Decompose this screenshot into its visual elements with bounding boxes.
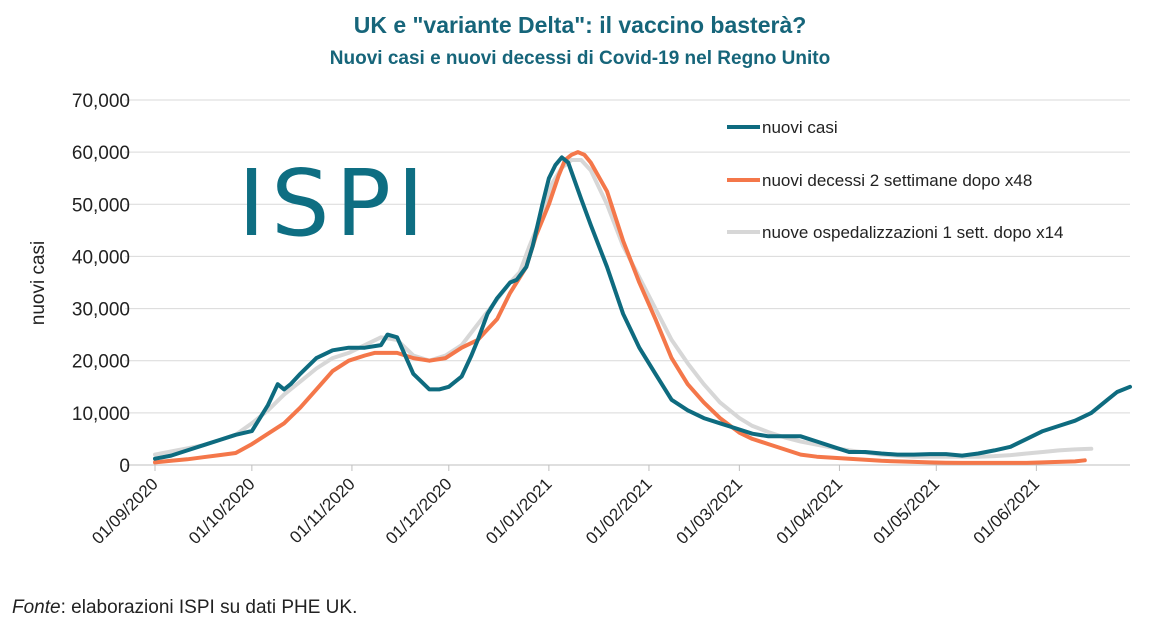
x-tick-label: 01/10/2020 [185,474,259,548]
x-tick-label: 01/06/2021 [970,474,1044,548]
chart-subtitle: Nuovi casi e nuovi decessi di Covid-19 n… [329,48,831,69]
series-line-1 [153,150,1087,465]
x-tick-label: 01/01/2021 [482,474,556,548]
y-tick-label: 40,000 [72,247,130,268]
x-tick-label: 01/02/2021 [582,474,656,548]
y-tick-label: 50,000 [72,195,130,216]
legend: nuovi casi nuovi decessi 2 settimane dopo… [727,118,1063,242]
x-tick-label: 01/11/2020 [286,474,359,547]
x-tick-label: 01/05/2021 [870,474,944,548]
x-axis-ticks: 01/09/2020 01/10/2020 01/11/2020 01/12/2020… [88,465,1043,548]
legend-label: nuove ospedalizzazioni 1 sett. dopo x14 [762,223,1063,242]
grid-lines [125,99,1130,466]
y-tick-label: 30,000 [72,300,130,321]
y-axis-label: nuovi casi [28,241,49,326]
source-label: Fonte [12,597,61,618]
y-tick-label: 0 [119,456,130,477]
x-tick-label: 01/09/2020 [88,474,162,548]
y-axis-ticks: 0 10,000 20,000 30,000 40,000 50,000 60,000 70,… [72,91,130,477]
ispi-logo: ISPI [238,150,431,257]
series-lines [153,150,1132,465]
chart-title: UK e "variante Delta": il vaccino baster… [353,12,807,38]
x-tick-label: 01/03/2021 [673,474,747,548]
legend-label: nuovi casi [762,118,838,137]
y-tick-label: 20,000 [72,352,130,373]
y-tick-label: 10,000 [72,404,130,425]
x-tick-label: 01/12/2020 [382,474,456,548]
series-line-2 [153,158,1094,459]
legend-label: nuovi decessi 2 settimane dopo x48 [762,171,1032,190]
series-line-0 [153,155,1132,461]
y-tick-label: 70,000 [72,91,130,112]
x-tick-label: 01/04/2021 [773,474,847,548]
source-text: : elaborazioni ISPI su dati PHE UK. [60,597,358,618]
source-note: Fonte: elaborazioni ISPI su dati PHE UK. [12,597,357,619]
y-tick-label: 60,000 [72,143,130,164]
